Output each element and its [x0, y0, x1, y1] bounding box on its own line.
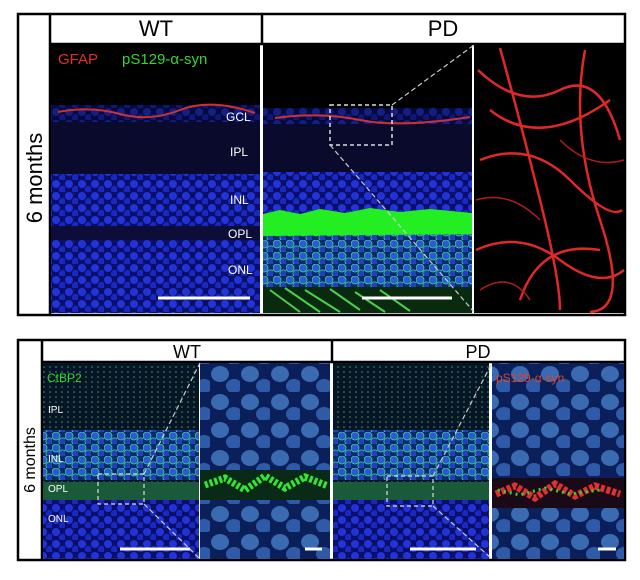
stain-label: GFAP	[58, 51, 98, 68]
zoom-guide	[432, 505, 493, 560]
zoom-guide	[143, 362, 201, 475]
layer-label: IPL	[230, 145, 248, 159]
column-header: PD	[428, 16, 459, 41]
layer-label: INL	[48, 454, 64, 465]
column-header: PD	[465, 342, 490, 362]
micrograph-zoom	[474, 45, 625, 314]
micrograph	[263, 45, 472, 313]
row-label: 6 months	[22, 427, 39, 493]
row-label: 6 months	[22, 133, 47, 224]
layer-label: IPL	[48, 405, 63, 416]
micrograph	[333, 363, 489, 559]
column-header: WT	[173, 342, 201, 362]
layer-label: ONL	[48, 514, 69, 525]
zoom-guide	[329, 144, 475, 313]
column-header: WT	[139, 16, 173, 41]
bottom-panel: WT PD 6 months	[16, 338, 627, 562]
panel-frame	[16, 338, 627, 562]
panel-frame	[16, 12, 627, 317]
layer-label: OPL	[48, 484, 68, 495]
micrograph	[43, 363, 199, 559]
micrograph	[51, 45, 260, 313]
zoom-guide	[391, 44, 475, 106]
zoom-guide	[432, 362, 493, 477]
layer-label: OPL	[228, 227, 252, 241]
layer-label: GCL	[226, 110, 251, 124]
micrograph-zoom	[200, 363, 330, 559]
micrograph-zoom	[492, 363, 624, 559]
top-panel: WT PD 6 months	[16, 12, 627, 317]
layer-label: INL	[230, 193, 249, 207]
layer-label: ONL	[228, 263, 253, 277]
stain-label: pS129-α-syn	[122, 51, 207, 68]
zoom-guide	[143, 503, 201, 560]
stain-label: CtBP2	[47, 371, 82, 385]
stain-label: pS129-α-syn	[496, 371, 564, 385]
